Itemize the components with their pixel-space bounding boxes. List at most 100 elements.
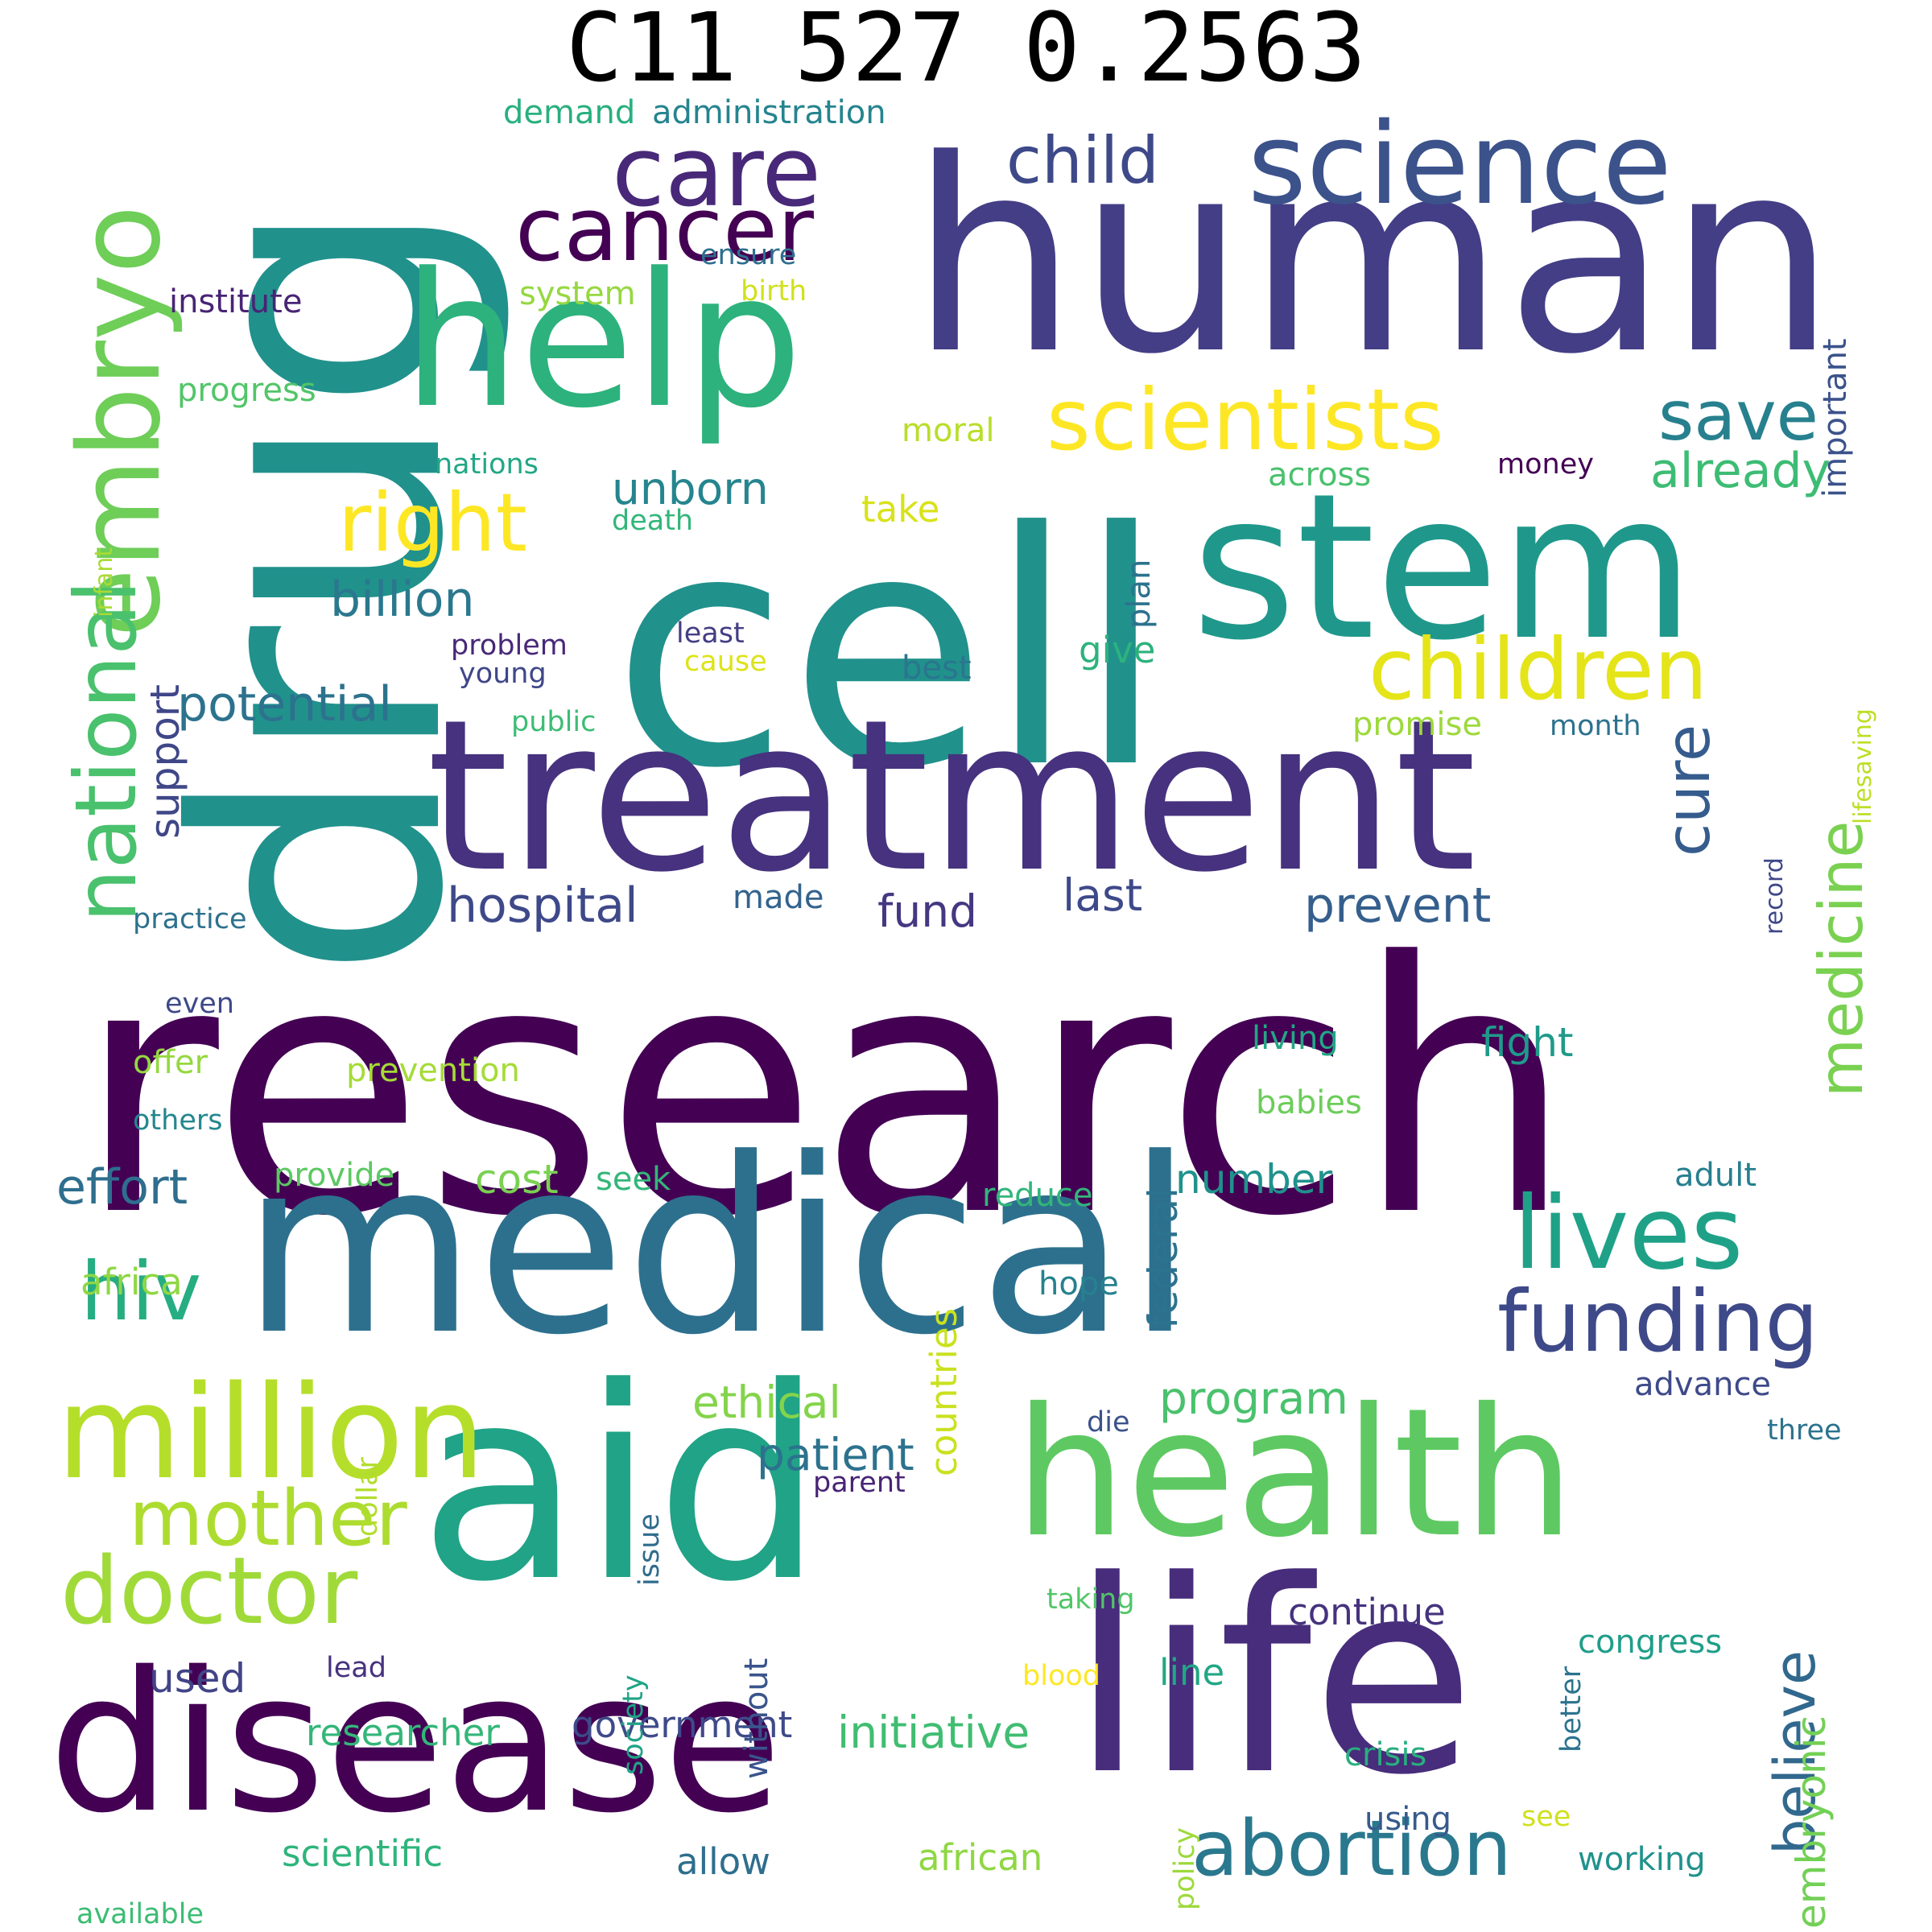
word-prevent: prevent xyxy=(1304,877,1492,934)
word-disease: disease xyxy=(48,1630,782,1856)
word-scientists: scientists xyxy=(1046,371,1444,469)
word-science: science xyxy=(1248,99,1672,230)
word-federal: federal xyxy=(1140,1187,1187,1329)
word-cell: cell xyxy=(612,464,1166,839)
word-parent: parent xyxy=(813,1467,906,1499)
word-others: others xyxy=(133,1104,223,1137)
word-month: month xyxy=(1550,710,1641,742)
word-taking: taking xyxy=(1046,1583,1135,1616)
word-using: using xyxy=(1364,1801,1452,1838)
word-researcher: researcher xyxy=(306,1711,500,1754)
word-issue: issue xyxy=(634,1513,666,1586)
word-see: see xyxy=(1521,1801,1571,1833)
word-million: million xyxy=(56,1357,485,1508)
word-care: care xyxy=(612,117,822,229)
word-ensure: ensure xyxy=(700,239,797,271)
word-fund: fund xyxy=(877,886,977,937)
word-abortion: abortion xyxy=(1191,1805,1512,1893)
word-cancer: cancer xyxy=(515,178,814,281)
word-problem: problem xyxy=(451,630,568,662)
word-dollar: dollar xyxy=(352,1457,384,1537)
word-offer: offer xyxy=(133,1044,208,1081)
word-support: support xyxy=(142,684,188,839)
word-congress: congress xyxy=(1578,1624,1723,1661)
word-embryonic: embryonic xyxy=(1788,1715,1835,1929)
word-birth: birth xyxy=(741,275,807,308)
word-take: take xyxy=(861,488,940,530)
word-working: working xyxy=(1578,1841,1706,1878)
word-best: best xyxy=(902,650,972,687)
word-stem: stem xyxy=(1191,450,1695,684)
word-lifesaving: lifesaving xyxy=(1849,708,1877,824)
word-blood: blood xyxy=(1022,1660,1100,1692)
word-nations: nations xyxy=(435,448,539,481)
word-seek: seek xyxy=(596,1161,671,1198)
word-continue: continue xyxy=(1288,1591,1446,1633)
word-medicine: medicine xyxy=(1806,820,1876,1097)
word-patient: patient xyxy=(757,1429,914,1480)
word-medical: medical xyxy=(242,1107,1194,1388)
word-ethical: ethical xyxy=(692,1377,841,1428)
word-life: life xyxy=(1071,1524,1476,1833)
word-children: children xyxy=(1368,621,1708,719)
word-treatment: treatment xyxy=(427,675,1477,919)
word-last: last xyxy=(1063,869,1143,921)
word-plan: plan xyxy=(1121,559,1158,629)
word-already: already xyxy=(1650,443,1831,499)
word-used: used xyxy=(149,1655,246,1702)
word-research: research xyxy=(76,890,1575,1292)
word-aid: aid xyxy=(419,1331,824,1640)
word-across: across xyxy=(1268,456,1372,493)
word-countries: countries xyxy=(923,1307,965,1476)
word-advance: advance xyxy=(1634,1366,1772,1403)
cloud-title: C11 527 0.2563 xyxy=(565,0,1367,103)
word-cost: cost xyxy=(475,1156,559,1203)
word-cloud: research human drug cell medical treatment aid… xyxy=(0,97,1932,1932)
word-lead: lead xyxy=(326,1652,386,1684)
word-effort: effort xyxy=(56,1159,188,1216)
word-program: program xyxy=(1159,1373,1348,1424)
word-demand: demand xyxy=(503,97,636,131)
word-embryo: embryo xyxy=(55,204,186,638)
word-available: available xyxy=(76,1898,204,1930)
word-better: better xyxy=(1555,1666,1587,1752)
word-crisis: crisis xyxy=(1344,1736,1427,1773)
word-death: death xyxy=(612,505,694,537)
word-fight: fight xyxy=(1481,1019,1574,1066)
word-potential: potential xyxy=(177,676,392,733)
word-hiv: hiv xyxy=(80,1245,202,1339)
word-doctor: doctor xyxy=(60,1538,358,1645)
word-lives: lives xyxy=(1513,1175,1744,1292)
word-reduce: reduce xyxy=(982,1177,1093,1214)
word-living: living xyxy=(1252,1020,1339,1057)
word-promise: promise xyxy=(1352,706,1482,743)
word-public: public xyxy=(511,706,597,738)
word-prevention: prevention xyxy=(346,1052,520,1089)
word-practice: practice xyxy=(133,903,247,935)
word-made: made xyxy=(733,879,824,916)
word-adult: adult xyxy=(1674,1157,1757,1194)
word-provide: provide xyxy=(274,1157,395,1194)
word-allow: allow xyxy=(676,1840,770,1883)
word-progress: progress xyxy=(177,372,316,409)
word-line: line xyxy=(1159,1651,1225,1694)
word-africa: africa xyxy=(80,1261,183,1303)
word-die: die xyxy=(1087,1406,1130,1439)
word-babies: babies xyxy=(1256,1084,1362,1121)
word-unborn: unborn xyxy=(612,463,769,514)
word-mother: mother xyxy=(129,1475,407,1563)
word-money: money xyxy=(1497,448,1594,481)
word-save: save xyxy=(1658,377,1818,456)
word-hospital: hospital xyxy=(447,877,638,934)
word-funding: funding xyxy=(1497,1273,1819,1371)
word-infant: infant xyxy=(90,547,118,617)
word-three: three xyxy=(1767,1414,1842,1447)
word-cause: cause xyxy=(684,646,767,678)
word-health: health xyxy=(1014,1370,1575,1576)
word-national: national xyxy=(57,580,155,923)
word-system: system xyxy=(519,275,636,312)
word-initiative: initiative xyxy=(837,1707,1030,1758)
word-hope: hope xyxy=(1038,1265,1119,1302)
word-human: human xyxy=(910,103,1837,412)
